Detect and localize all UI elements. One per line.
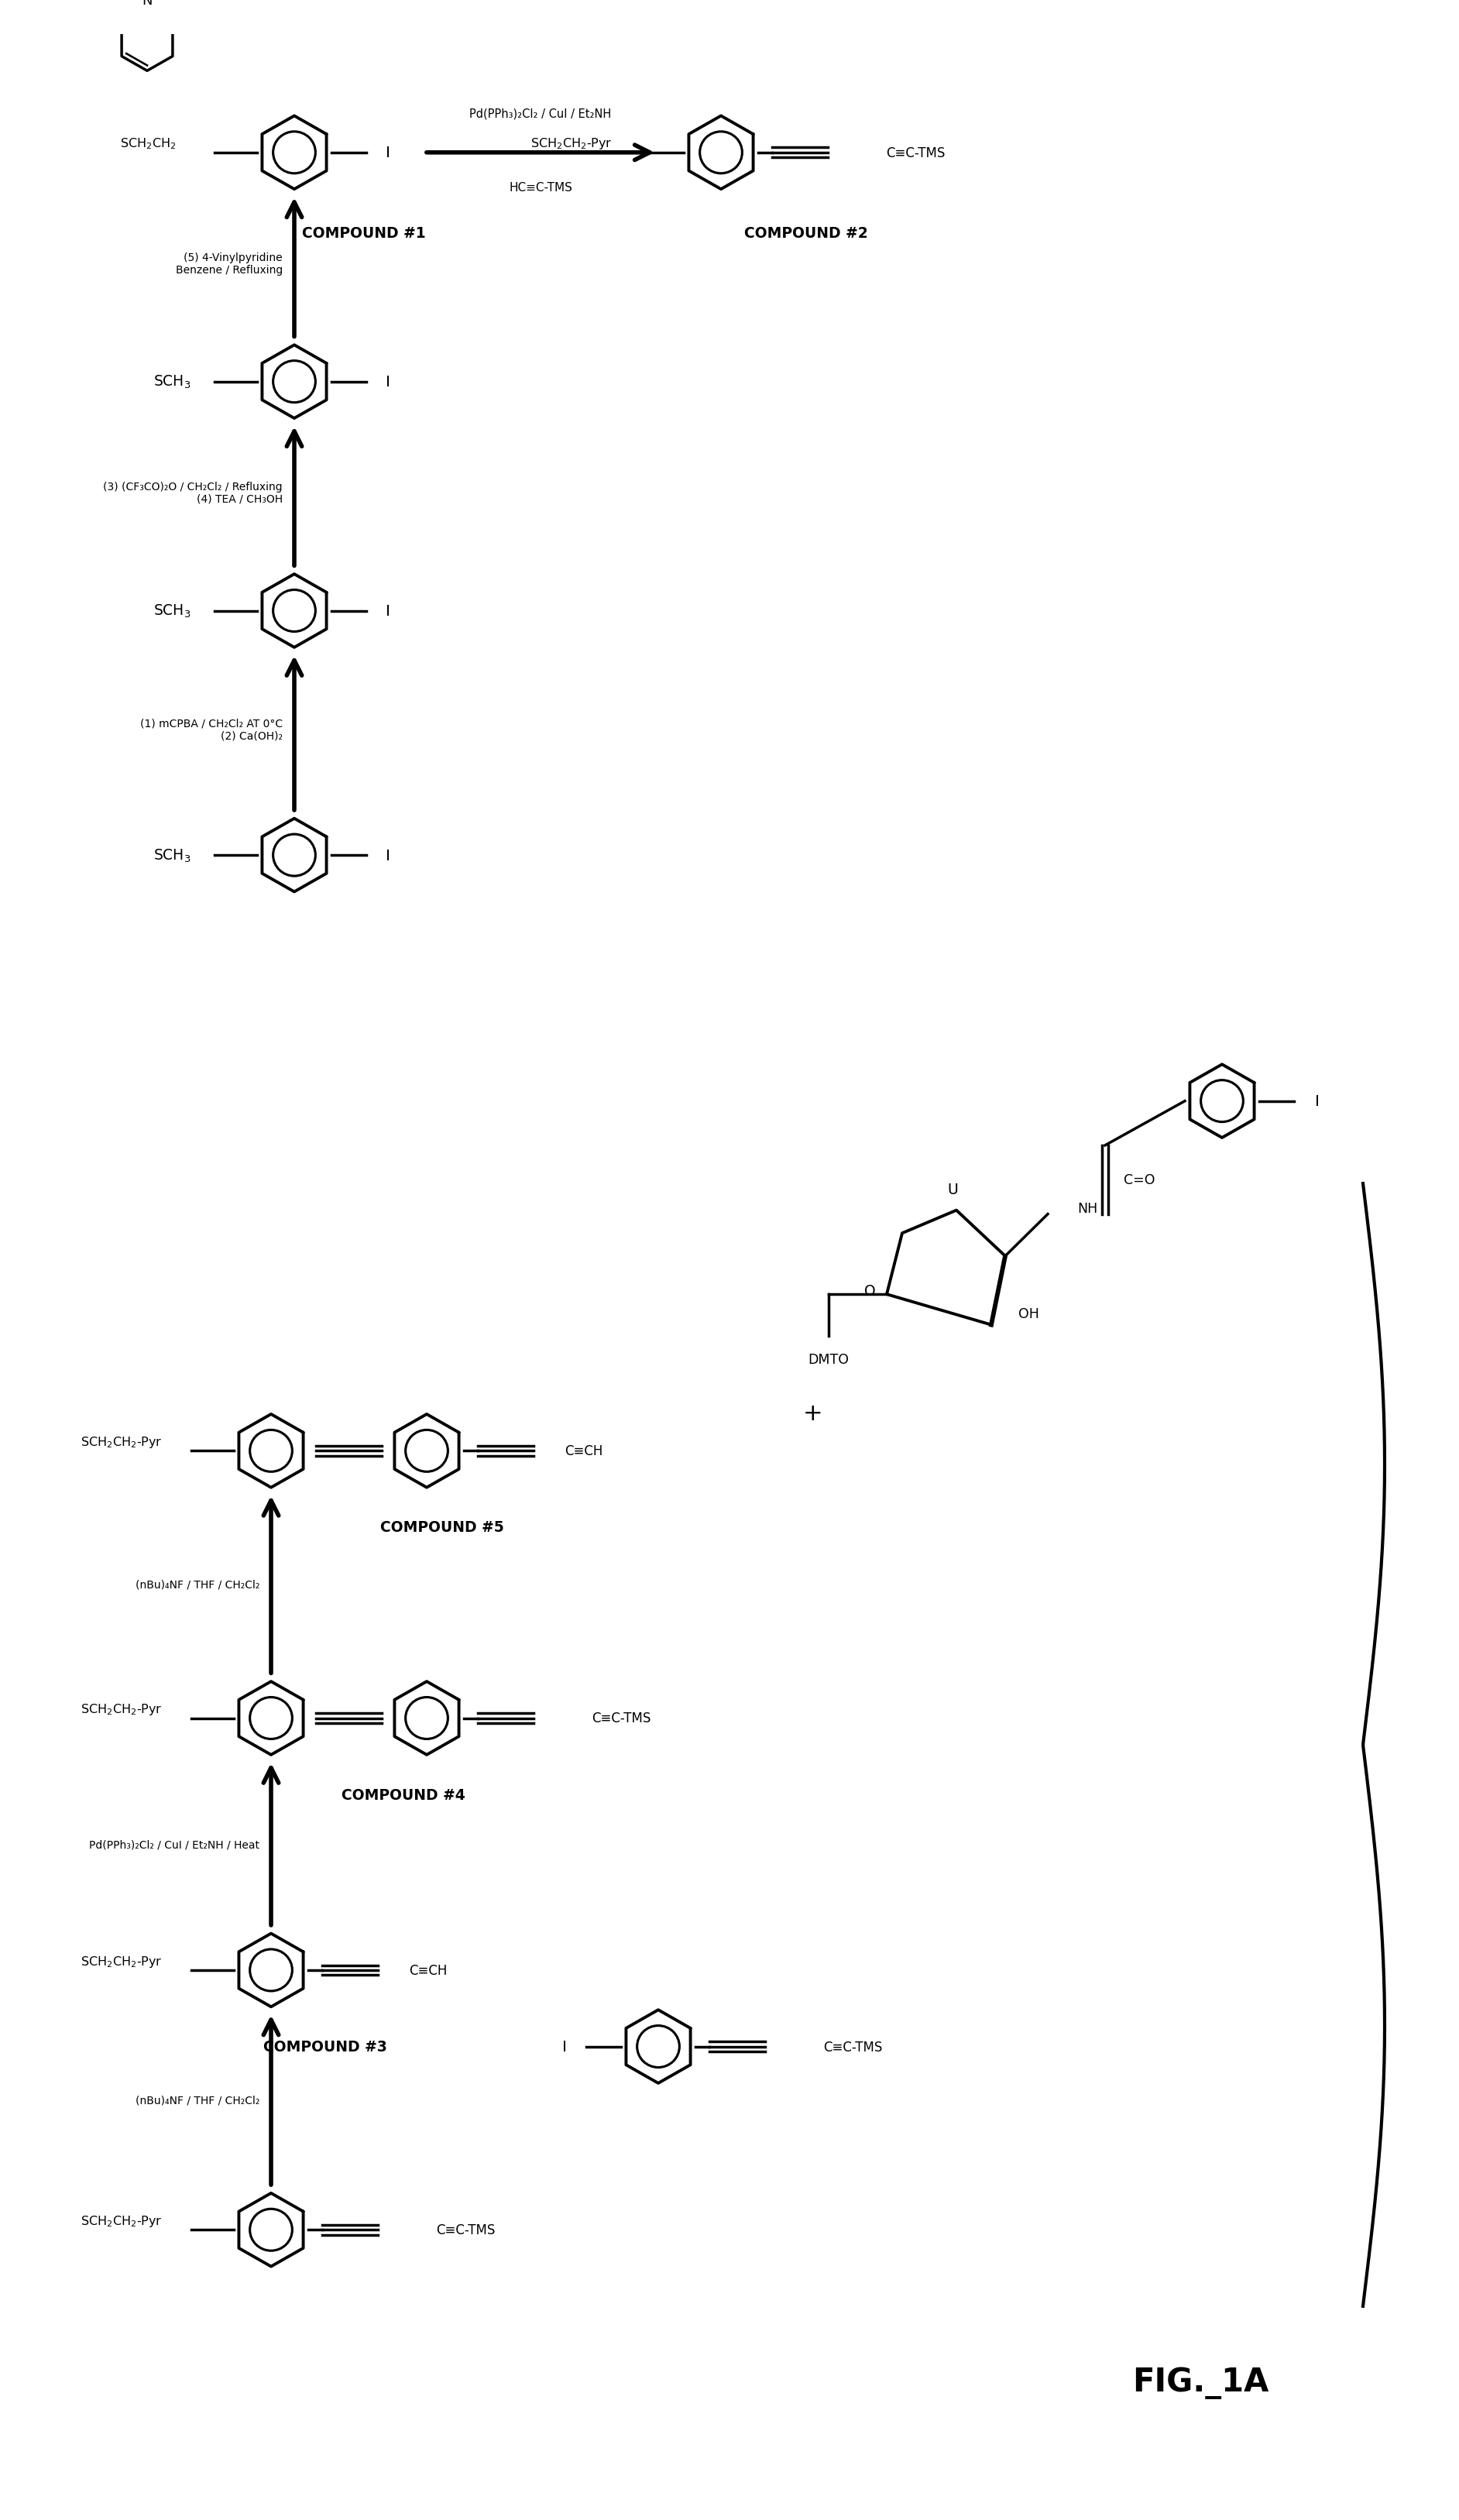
Text: C≡CH: C≡CH [409,1963,446,1978]
Text: SCH$_3$: SCH$_3$ [153,373,191,391]
Text: (3) (CF₃CO)₂O / CH₂Cl₂ / Refluxing
(4) TEA / CH₃OH: (3) (CF₃CO)₂O / CH₂Cl₂ / Refluxing (4) T… [104,481,283,504]
Text: COMPOUND #2: COMPOUND #2 [744,227,868,242]
Text: I: I [1315,1094,1319,1109]
Text: I: I [385,146,391,161]
Text: FIG._1A: FIG._1A [1132,2366,1269,2399]
Text: SCH$_2$CH$_2$-Pyr: SCH$_2$CH$_2$-Pyr [80,2213,162,2228]
Text: O: O [864,1283,875,1298]
Text: C≡CH: C≡CH [565,1444,603,1459]
Text: I: I [385,605,391,617]
Text: COMPOUND #1: COMPOUND #1 [302,227,426,242]
Text: N: N [142,0,152,8]
Text: COMPOUND #3: COMPOUND #3 [264,2039,387,2054]
Text: (1) mCPBA / CH₂Cl₂ AT 0°C
(2) Ca(OH)₂: (1) mCPBA / CH₂Cl₂ AT 0°C (2) Ca(OH)₂ [140,718,283,741]
Text: I: I [385,849,391,862]
Text: OH: OH [1018,1308,1039,1320]
Text: I: I [562,2039,568,2054]
Text: (5) 4-Vinylpyridine
Benzene / Refluxing: (5) 4-Vinylpyridine Benzene / Refluxing [175,252,283,275]
Text: (nBu)₄NF / THF / CH₂Cl₂: (nBu)₄NF / THF / CH₂Cl₂ [136,2094,260,2107]
Text: SCH$_3$: SCH$_3$ [153,602,191,620]
Text: Pd(PPh₃)₂Cl₂ / CuI / Et₂NH: Pd(PPh₃)₂Cl₂ / CuI / Et₂NH [470,108,611,118]
Text: C=O: C=O [1123,1174,1156,1187]
Text: +: + [804,1401,823,1424]
Text: HC≡C-TMS: HC≡C-TMS [509,181,572,194]
Text: C≡C-TMS: C≡C-TMS [886,146,945,161]
Text: SCH$_2$CH$_2$: SCH$_2$CH$_2$ [120,136,175,151]
Text: SCH$_2$CH$_2$-Pyr: SCH$_2$CH$_2$-Pyr [80,1434,162,1449]
Text: SCH$_3$: SCH$_3$ [153,847,191,864]
Text: NH: NH [1077,1202,1097,1215]
Text: (nBu)₄NF / THF / CH₂Cl₂: (nBu)₄NF / THF / CH₂Cl₂ [136,1580,260,1590]
Text: U: U [947,1182,959,1197]
Text: COMPOUND #4: COMPOUND #4 [341,1787,465,1802]
Text: I: I [385,375,391,391]
Text: C≡C-TMS: C≡C-TMS [436,2223,495,2238]
Text: SCH$_2$CH$_2$-Pyr: SCH$_2$CH$_2$-Pyr [80,1953,162,1968]
Text: DMTO: DMTO [808,1353,849,1366]
Text: Pd(PPh₃)₂Cl₂ / CuI / Et₂NH / Heat: Pd(PPh₃)₂Cl₂ / CuI / Et₂NH / Heat [89,1840,260,1850]
Text: SCH$_2$CH$_2$-Pyr: SCH$_2$CH$_2$-Pyr [80,1701,162,1716]
Text: C≡C-TMS: C≡C-TMS [592,1711,651,1726]
Text: C≡C-TMS: C≡C-TMS [823,2039,883,2054]
Text: SCH$_2$CH$_2$-Pyr: SCH$_2$CH$_2$-Pyr [531,136,613,151]
Text: COMPOUND #5: COMPOUND #5 [379,1520,503,1535]
